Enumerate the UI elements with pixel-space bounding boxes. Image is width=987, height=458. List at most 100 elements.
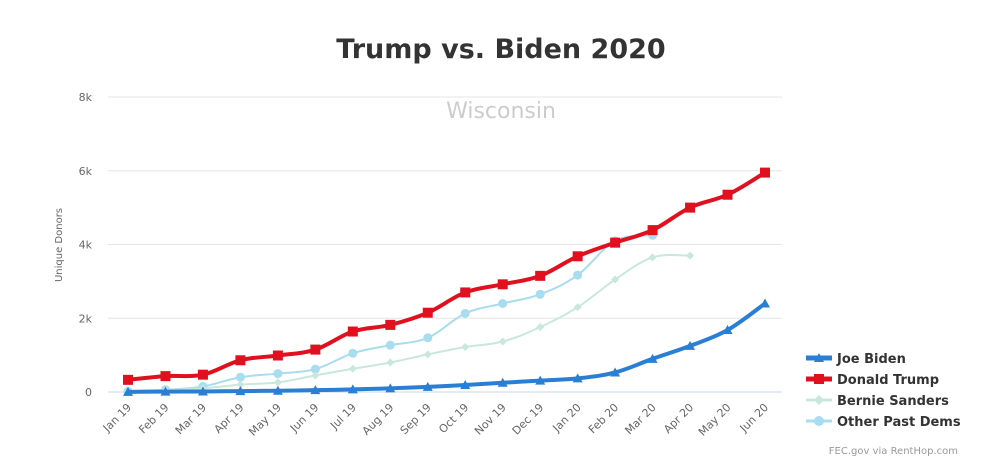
data-point	[423, 350, 432, 359]
legend-item: Donald Trump	[806, 373, 939, 388]
data-point	[648, 253, 657, 262]
data-point	[273, 378, 282, 387]
y-tick-label: 2k	[79, 312, 93, 325]
data-point	[160, 386, 171, 396]
y-tick-label: 4k	[79, 239, 93, 252]
x-tick-label: Nov 19	[472, 401, 509, 438]
y-tick-label: 0	[85, 386, 92, 399]
data-point	[310, 344, 321, 355]
data-point	[348, 348, 358, 358]
credits: FEC.gov via RentHop.com	[829, 446, 958, 457]
data-point	[498, 299, 508, 308]
y-tick-label: 8k	[79, 91, 93, 104]
chart-title: Trump vs. Biden 2020	[336, 34, 665, 65]
data-point	[536, 323, 545, 332]
data-point	[647, 353, 658, 363]
series-donald-trump	[123, 167, 770, 385]
x-tick-label: Jun 19	[287, 401, 321, 435]
chart-subtitle: Wisconsin	[446, 99, 556, 124]
x-tick-label: Jan 20	[550, 401, 584, 435]
data-point	[497, 279, 508, 290]
legend-label: Bernie Sanders	[837, 394, 949, 409]
data-point	[123, 386, 133, 396]
data-point	[348, 364, 357, 373]
x-tick-label: Mar 20	[622, 401, 658, 437]
data-point	[160, 371, 171, 382]
y-tick-label: 6k	[79, 165, 93, 178]
x-tick-label: Dec 19	[510, 401, 547, 438]
data-point	[386, 358, 395, 367]
data-point	[535, 375, 546, 385]
data-point	[461, 343, 470, 352]
x-tick-label: Jun 20	[737, 401, 771, 435]
series-line	[127, 253, 692, 393]
legend-label: Donald Trump	[837, 373, 939, 388]
data-point	[535, 270, 546, 281]
data-point	[685, 202, 696, 213]
legend-item: Joe Biden	[806, 352, 906, 367]
data-point	[611, 275, 620, 284]
data-point	[347, 384, 358, 394]
data-point	[572, 251, 583, 262]
y-axis-label: Unique Donors	[54, 208, 65, 282]
legend-label: Joe Biden	[836, 352, 906, 367]
x-tick-label: May 20	[696, 401, 734, 439]
legend-marker	[814, 395, 824, 405]
x-tick-label: Feb 19	[136, 401, 171, 436]
x-tick-label: Feb 20	[586, 401, 621, 436]
x-tick-label: Apr 20	[661, 401, 696, 436]
data-point	[235, 386, 246, 396]
x-tick-label: Jan 19	[100, 401, 134, 435]
data-point	[647, 225, 658, 236]
series-group	[123, 167, 770, 396]
data-point	[385, 383, 396, 393]
legend-marker	[814, 353, 824, 362]
data-point	[573, 303, 582, 312]
series-joe-biden	[123, 298, 770, 396]
legend: Joe Biden Donald Trump Bernie Sanders Other…	[806, 352, 961, 430]
data-point	[123, 374, 133, 385]
data-point	[760, 298, 770, 308]
data-point	[310, 364, 320, 374]
data-point	[498, 337, 507, 346]
data-point	[347, 326, 358, 337]
data-point	[573, 270, 583, 280]
x-axis-ticks: Jan 19 Feb 19 Mar 19 Apr 19 May 19 Jun 19 Jul …	[100, 401, 771, 439]
legend-item: Other Past Dems	[806, 415, 961, 430]
data-point	[423, 333, 433, 343]
legend-label: Other Past Dems	[837, 415, 961, 430]
legend-marker	[814, 416, 824, 426]
x-tick-label: Sep 19	[398, 401, 434, 437]
data-point	[610, 367, 621, 377]
data-point	[497, 377, 508, 387]
data-point	[235, 372, 245, 382]
data-point	[460, 287, 471, 298]
grid-lines	[108, 96, 782, 393]
data-point	[272, 385, 283, 395]
x-tick-label: Oct 19	[436, 401, 471, 436]
data-point	[722, 189, 733, 200]
data-point	[460, 379, 471, 389]
series-line	[126, 170, 767, 382]
legend-marker	[814, 374, 824, 384]
data-point	[460, 308, 470, 318]
data-point	[722, 325, 733, 335]
x-tick-label: Aug 19	[360, 401, 397, 438]
data-point	[235, 355, 246, 366]
x-tick-label: Jul 19	[327, 401, 359, 433]
data-point	[760, 167, 770, 178]
data-point	[197, 369, 208, 380]
data-point	[385, 319, 396, 330]
data-point	[311, 371, 320, 380]
data-point	[273, 369, 283, 379]
data-point	[422, 381, 433, 391]
data-point	[272, 350, 283, 361]
data-point	[385, 340, 395, 350]
series-bernie-sanders	[124, 251, 695, 396]
data-point	[535, 289, 545, 299]
data-point	[685, 340, 696, 350]
data-point	[310, 385, 321, 395]
data-point	[236, 380, 245, 389]
data-point	[422, 307, 433, 318]
